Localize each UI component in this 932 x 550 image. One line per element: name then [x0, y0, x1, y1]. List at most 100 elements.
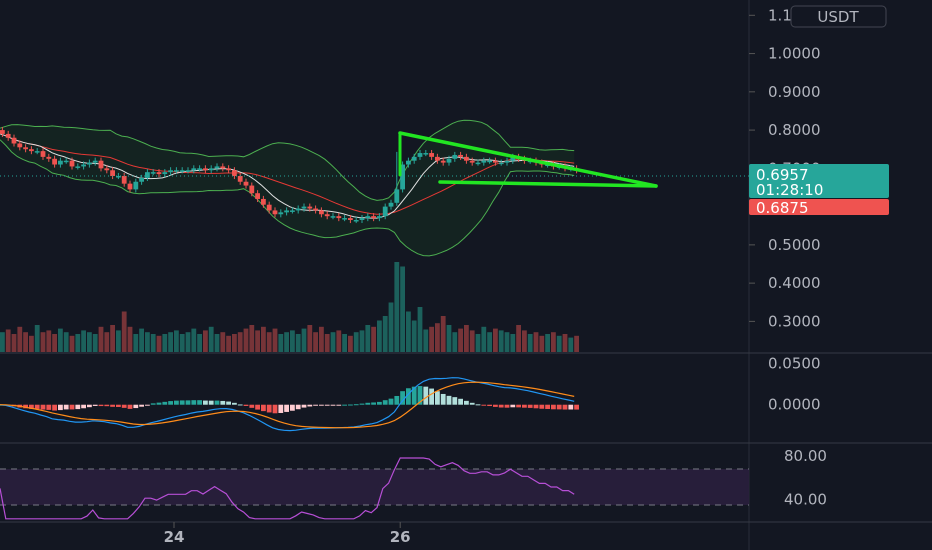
volume-bar [562, 334, 568, 352]
candle-body [0, 130, 5, 134]
candle-body [435, 156, 440, 161]
volume-bar [423, 329, 429, 352]
price-axis[interactable]: 1.10001.00000.90000.80000.70000.60000.50… [749, 6, 827, 508]
volume-bar [255, 330, 260, 352]
macd-histogram-bar [214, 400, 220, 405]
candle-body [145, 172, 150, 178]
macd-histogram-bar [156, 402, 162, 405]
candle-body [243, 181, 249, 186]
candle-body [324, 214, 330, 217]
volume-bar [295, 334, 301, 352]
volume-bar [139, 328, 144, 352]
time-tick-label: 26 [390, 528, 411, 546]
candle-body [272, 210, 278, 215]
candle-body [162, 172, 168, 175]
volume-bar [307, 325, 313, 352]
candle-body [493, 160, 498, 163]
macd-histogram-bar [203, 400, 208, 405]
volume-bar [400, 266, 405, 352]
candle-body [417, 153, 423, 157]
candle-body [284, 210, 289, 213]
volume-bar [92, 334, 98, 352]
macd-histogram-bar [81, 404, 86, 409]
candle-body [179, 170, 185, 172]
trendline-lower[interactable] [438, 180, 658, 188]
macd-histogram-bar [481, 404, 487, 406]
macd-histogram-bar [272, 404, 278, 414]
currency-label: USDT [817, 8, 859, 26]
triangle-drawing[interactable] [398, 131, 658, 188]
currency-button[interactable]: USDT [790, 5, 887, 28]
macd-histogram-bar [29, 404, 34, 409]
macd-histogram-bar [92, 404, 98, 406]
macd-histogram-bar [313, 404, 318, 406]
macd-histogram-bar [319, 404, 324, 406]
volume-bar [243, 328, 249, 352]
macd-histogram-bar [446, 395, 452, 405]
volume-bar [69, 335, 75, 352]
macd-histogram-bar [377, 401, 382, 405]
volume-bar [272, 328, 278, 352]
volume-bar [342, 334, 347, 352]
candle-body [290, 210, 295, 212]
macd-histogram-bar [475, 404, 481, 406]
trendline-upper[interactable] [398, 131, 658, 188]
candle-body [353, 220, 359, 222]
candle-body [139, 177, 144, 182]
volume-bar [382, 316, 388, 352]
macd-histogram-bar [435, 391, 440, 405]
macd-histogram-bar [522, 404, 527, 408]
volume-bar [203, 330, 208, 352]
volume-bar [87, 332, 92, 352]
volume-bar [0, 332, 5, 352]
bb-basis [0, 133, 575, 215]
volume-bar [301, 328, 307, 352]
candle-body [342, 218, 347, 220]
macd-histogram-bar [487, 404, 492, 407]
bb-lower [0, 139, 575, 257]
bar-countdown: 01:28:10 [756, 181, 823, 199]
macd-histogram-bar [348, 404, 353, 406]
volume-bar [324, 334, 330, 352]
candle-body [156, 172, 162, 175]
macd-histogram-bar [243, 404, 249, 406]
volume-bar [145, 332, 150, 352]
candle-body [504, 160, 510, 163]
macd-histogram-bar [295, 404, 301, 410]
candle-body [69, 160, 75, 167]
candle-body [510, 156, 516, 161]
candle-body [319, 210, 324, 215]
volume-bar [359, 330, 365, 352]
macd-histogram-bar [382, 400, 388, 405]
macd-signal-line [0, 381, 575, 429]
macd-histogram-bar [301, 404, 307, 408]
volume-bar [150, 334, 156, 352]
candle-body [185, 170, 191, 172]
volume-bar [446, 325, 452, 352]
candle-body [150, 172, 156, 174]
macd-tick-label: 0.0500 [768, 354, 821, 372]
volume-bar [162, 334, 168, 352]
macd-histogram-bar [139, 404, 144, 407]
candle-body [116, 176, 121, 178]
candle-body [40, 151, 46, 157]
time-axis[interactable]: 24 26 [164, 522, 411, 546]
macd-histogram-bar [498, 404, 504, 408]
macd-histogram-bar [150, 403, 156, 405]
volume-bar [498, 330, 504, 352]
rsi-line [0, 457, 575, 520]
macd-histogram-bar [516, 404, 521, 408]
volume-bar [406, 311, 411, 352]
candle-body [174, 170, 179, 172]
volume-bar [394, 262, 400, 352]
candle-body [406, 160, 411, 165]
volume-bar [116, 330, 121, 352]
macd-histogram-bar [162, 401, 168, 405]
candle-body [226, 168, 231, 171]
volume-bar [522, 330, 527, 352]
time-tick-label: 24 [164, 528, 185, 546]
candle-body [481, 160, 487, 163]
candle-body [203, 168, 208, 171]
rsi-band-fill [0, 469, 749, 505]
